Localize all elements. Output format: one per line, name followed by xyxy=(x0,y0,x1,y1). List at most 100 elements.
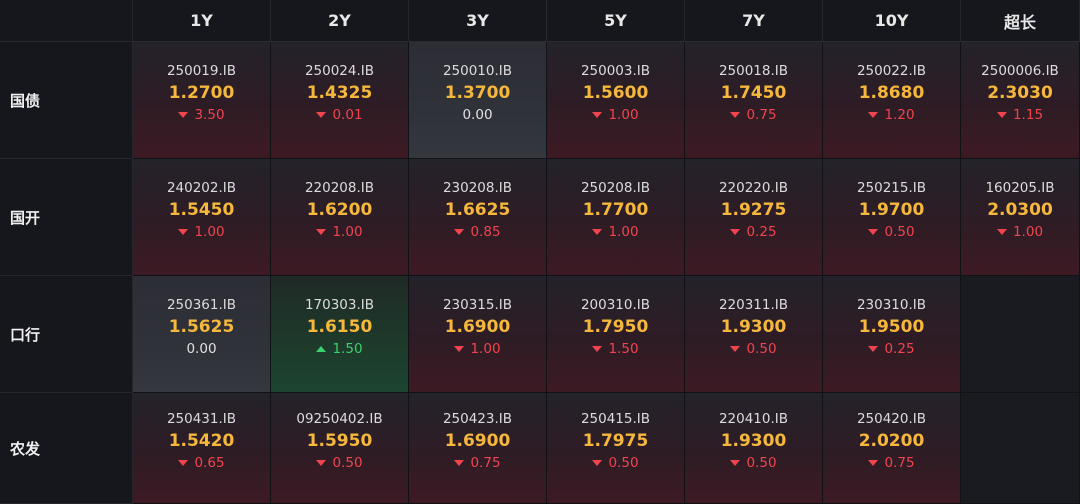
bond-change-value: 0.85 xyxy=(470,224,501,240)
bond-change: 0.00 xyxy=(186,340,216,358)
bond-yield: 1.5450 xyxy=(168,200,235,220)
bond-code: 250415.IB xyxy=(580,411,651,427)
bond-quote-cell[interactable]: 250019.IB 1.2700 3.50 xyxy=(133,42,271,159)
bond-quote-cell[interactable]: 250208.IB 1.7700 1.00 xyxy=(547,159,685,276)
bond-code: 250022.IB xyxy=(856,63,927,79)
bond-yield: 1.6900 xyxy=(444,431,511,451)
bond-quote-cell[interactable]: 250431.IB 1.5420 0.65 xyxy=(133,393,271,504)
bond-quote-cell[interactable]: 250022.IB 1.8680 1.20 xyxy=(823,42,961,159)
bond-change: 0.50 xyxy=(868,223,915,241)
bond-change-value: 0.00 xyxy=(462,107,493,123)
bond-quote-cell[interactable]: 09250402.IB 1.5950 0.50 xyxy=(271,393,409,504)
bond-change: 0.50 xyxy=(730,454,777,472)
bond-code: 250018.IB xyxy=(718,63,789,79)
bond-quote-cell[interactable]: 240202.IB 1.5450 1.00 xyxy=(133,159,271,276)
bond-change: 0.25 xyxy=(730,223,777,241)
bond-yield: 1.9300 xyxy=(720,431,787,451)
triangle-up-icon xyxy=(316,346,327,352)
bond-quote-cell[interactable]: 250415.IB 1.7975 0.50 xyxy=(547,393,685,504)
bond-change-value: 1.00 xyxy=(194,224,225,240)
triangle-down-icon xyxy=(730,229,741,235)
bond-quote-cell[interactable]: 250361.IB 1.5625 0.00 xyxy=(133,276,271,393)
bond-quote-cell[interactable]: 230315.IB 1.6900 1.00 xyxy=(409,276,547,393)
bond-yield: 1.5420 xyxy=(168,431,235,451)
bond-code: 250361.IB xyxy=(166,297,237,313)
bond-yield: 1.7950 xyxy=(582,317,649,337)
bond-quote-cell[interactable]: 220220.IB 1.9275 0.25 xyxy=(685,159,823,276)
bond-quote-cell[interactable]: 250215.IB 1.9700 0.50 xyxy=(823,159,961,276)
bond-change: 1.20 xyxy=(868,106,915,124)
bond-quote-cell[interactable]: 170303.IB 1.6150 1.50 xyxy=(271,276,409,393)
triangle-down-icon xyxy=(592,229,603,235)
bond-change-value: 0.50 xyxy=(608,455,639,471)
bond-quote-cell[interactable]: 250423.IB 1.6900 0.75 xyxy=(409,393,547,504)
bond-quote-cell[interactable]: 250018.IB 1.7450 0.75 xyxy=(685,42,823,159)
bond-change-value: 0.75 xyxy=(746,107,777,123)
bond-quote-cell[interactable]: 250010.IB 1.3700 0.00 xyxy=(409,42,547,159)
bond-change: 1.00 xyxy=(592,106,639,124)
bond-change-value: 1.50 xyxy=(608,341,639,357)
triangle-down-icon xyxy=(868,112,879,118)
bond-code: 220311.IB xyxy=(718,297,789,313)
bond-change: 1.00 xyxy=(454,340,501,358)
bond-code: 200310.IB xyxy=(580,297,651,313)
bond-code: 160205.IB xyxy=(985,180,1055,196)
bond-quote-cell[interactable]: 250420.IB 2.0200 0.75 xyxy=(823,393,961,504)
bond-change: 1.50 xyxy=(592,340,639,358)
bond-quote-cell[interactable]: 160205.IB 2.0300 1.00 xyxy=(961,159,1080,276)
triangle-down-icon xyxy=(454,346,465,352)
column-header-7y[interactable]: 7Y xyxy=(685,0,823,42)
bond-change: 1.50 xyxy=(316,340,363,358)
bond-quote-cell[interactable]: 250003.IB 1.5600 1.00 xyxy=(547,42,685,159)
empty-cell xyxy=(961,393,1080,504)
bond-change-value: 0.50 xyxy=(884,224,915,240)
triangle-down-icon xyxy=(730,346,741,352)
triangle-down-icon xyxy=(730,112,741,118)
bond-code: 170303.IB xyxy=(304,297,375,313)
bond-change-value: 0.25 xyxy=(884,341,915,357)
bond-code: 220410.IB xyxy=(718,411,789,427)
triangle-down-icon xyxy=(316,460,327,466)
bond-change-value: 0.01 xyxy=(332,107,363,123)
triangle-down-icon xyxy=(316,229,327,235)
bond-yield: 1.2700 xyxy=(168,83,235,103)
bond-yield: 1.6150 xyxy=(306,317,373,337)
column-header-3y[interactable]: 3Y xyxy=(409,0,547,42)
column-header-5y[interactable]: 5Y xyxy=(547,0,685,42)
row-label: 农发 xyxy=(0,393,133,504)
bond-yield: 1.7700 xyxy=(582,200,649,220)
bond-code: 250019.IB xyxy=(166,63,237,79)
column-header-1y[interactable]: 1Y xyxy=(133,0,271,42)
bond-yield: 1.5950 xyxy=(306,431,373,451)
bond-code: 250423.IB xyxy=(442,411,513,427)
bond-quote-cell[interactable]: 230310.IB 1.9500 0.25 xyxy=(823,276,961,393)
column-header-10y[interactable]: 10Y xyxy=(823,0,961,42)
bond-change: 0.00 xyxy=(462,106,492,124)
bond-change-value: 1.00 xyxy=(608,224,639,240)
bond-quote-cell[interactable]: 220311.IB 1.9300 0.50 xyxy=(685,276,823,393)
bond-quote-cell[interactable]: 250024.IB 1.4325 0.01 xyxy=(271,42,409,159)
triangle-down-icon xyxy=(730,460,741,466)
bond-change-value: 1.00 xyxy=(332,224,363,240)
bond-quote-cell[interactable]: 2500006.IB 2.3030 1.15 xyxy=(961,42,1080,159)
column-header-2y[interactable]: 2Y xyxy=(271,0,409,42)
bond-quote-cell[interactable]: 220410.IB 1.9300 0.50 xyxy=(685,393,823,504)
row-label: 国债 xyxy=(0,42,133,159)
bond-change: 0.50 xyxy=(730,340,777,358)
bond-yield: 1.9300 xyxy=(720,317,787,337)
bond-change-value: 1.00 xyxy=(470,341,501,357)
triangle-down-icon xyxy=(592,346,603,352)
bond-quote-cell[interactable]: 230208.IB 1.6625 0.85 xyxy=(409,159,547,276)
bond-code: 230315.IB xyxy=(442,297,513,313)
bond-change: 0.75 xyxy=(454,454,501,472)
bond-code: 230208.IB xyxy=(442,180,513,196)
bond-change: 0.25 xyxy=(868,340,915,358)
bond-quote-cell[interactable]: 220208.IB 1.6200 1.00 xyxy=(271,159,409,276)
bond-change: 0.01 xyxy=(316,106,363,124)
column-header-ultra-long[interactable]: 超长 xyxy=(961,0,1080,42)
bond-quote-cell[interactable]: 200310.IB 1.7950 1.50 xyxy=(547,276,685,393)
bond-change-value: 0.25 xyxy=(746,224,777,240)
bond-change: 1.00 xyxy=(316,223,363,241)
triangle-down-icon xyxy=(592,112,603,118)
bond-change-value: 0.50 xyxy=(746,455,777,471)
